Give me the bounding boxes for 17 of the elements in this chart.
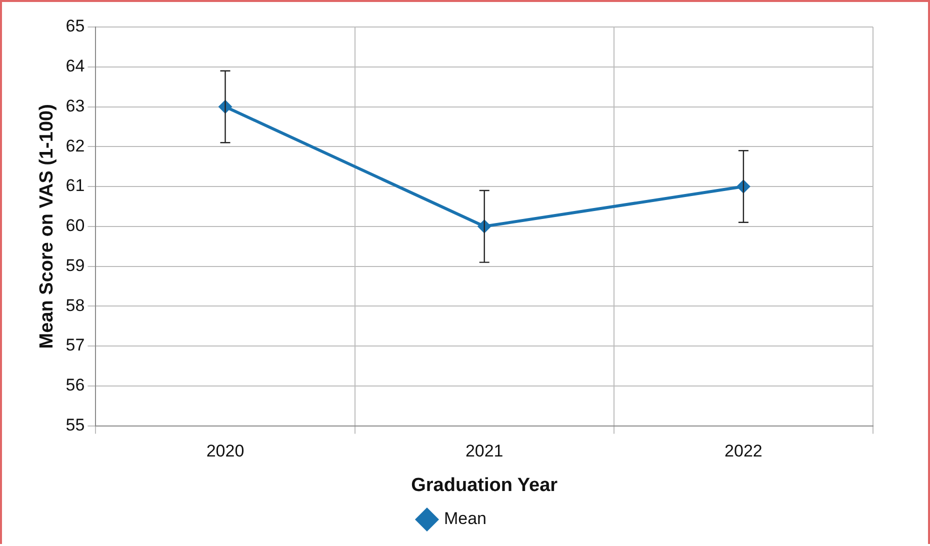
x-axis-title: Graduation Year — [411, 474, 558, 496]
y-tick-label: 57 — [66, 336, 85, 355]
y-tick-label: 60 — [66, 216, 85, 236]
x-tick-label: 2022 — [724, 442, 762, 461]
y-axis-title: Mean Score on VAS (1-100) — [36, 104, 58, 349]
x-tick-label: 2020 — [206, 442, 244, 461]
y-tick-label: 64 — [66, 56, 85, 76]
legend-label: Mean — [444, 509, 487, 528]
y-tick-label: 56 — [66, 376, 85, 395]
y-tick-label: 58 — [66, 296, 85, 315]
y-tick-label: 61 — [66, 176, 85, 196]
y-tick-label: 55 — [66, 415, 85, 434]
y-tick-label: 63 — [66, 96, 85, 116]
x-tick-label: 2021 — [465, 442, 504, 461]
y-tick-label: 59 — [66, 256, 85, 275]
y-tick-label: 62 — [66, 136, 85, 156]
y-tick-label: 65 — [66, 16, 85, 36]
